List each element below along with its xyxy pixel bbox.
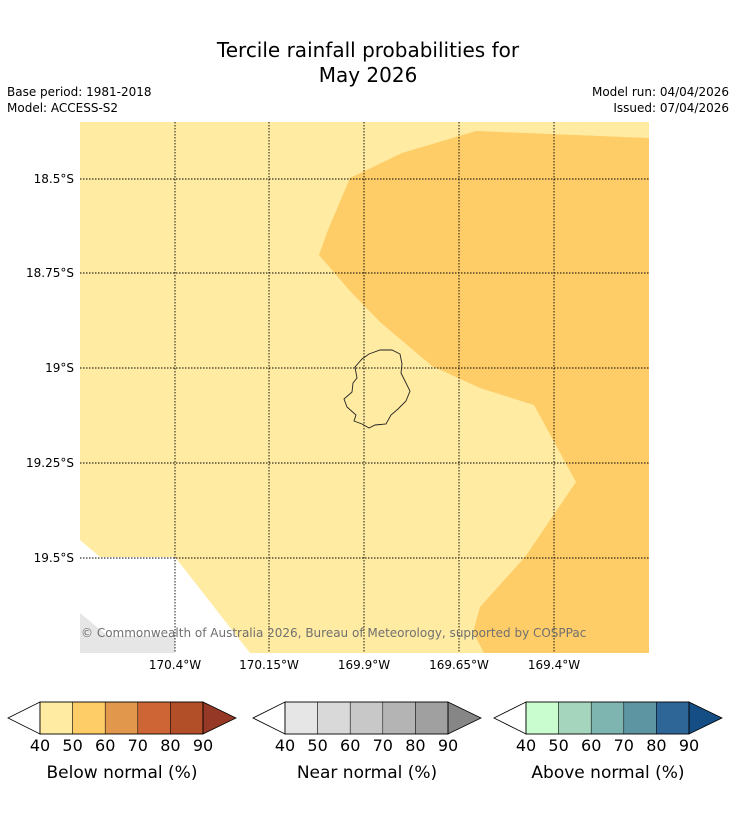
colorbar-tick-label: 40 [30,736,50,755]
colorbar-segment [317,701,351,735]
colorbar-tick-label: 40 [275,736,295,755]
colorbar-tick-label: 60 [95,736,115,755]
colorbar-extension-low [7,701,41,735]
colorbar-tick-label: 90 [193,736,213,755]
colorbar-label: Above normal (%) [531,763,684,783]
colorbar-segment [590,701,625,735]
colorbars: 40 50 60 70 80 90 Below normal (%) 40 50 60 70 80 90… [7,701,723,783]
lon-tick-label: 169.65°W [429,658,489,672]
colorbar-tick-label: 90 [438,736,458,755]
meta-left: Base period: 1981-2018 Model: ACCESS-S2 [7,84,152,116]
colorbar-outline [284,701,449,735]
colorbar-extension-high [447,701,482,735]
colorbar-tick-label: 80 [160,736,180,755]
colorbar-extension-high [688,701,723,735]
meta-right: Model run: 04/04/2026 Issued: 07/04/2026 [592,84,729,116]
colorbar-tick-label: 50 [62,736,82,755]
model-run: Model run: 04/04/2026 [591,85,729,99]
colorbar-extension-low [493,701,527,735]
colorbar-tick-label: 50 [548,736,568,755]
colorbar-segment [558,701,592,735]
colorbar-tick-label: 80 [405,736,425,755]
colorbar-tick-label: 70 [614,736,634,755]
colorbar-segment [72,701,106,735]
colorbar-segment [349,701,384,735]
colorbar-tick-label: 70 [128,736,148,755]
colorbar-extension-low [252,701,286,735]
colorbar-segment [170,701,204,735]
colorbar-label: Near normal (%) [297,763,437,783]
map-title: Tercile rainfall probabilities for May 2… [0,38,736,88]
colorbar-segment [39,701,73,735]
lat-tick-label: 18.5°S [34,172,74,186]
colorbar-tick-label: 80 [646,736,666,755]
lat-tick-label: 18.75°S [26,266,74,280]
colorbar-tick-label: 60 [581,736,601,755]
colorbar-segment [623,701,657,735]
colorbar-segment [525,701,559,735]
colorbar-segment [137,701,171,735]
issued-date: Issued: 07/04/2026 [613,101,729,115]
title-line-1: Tercile rainfall probabilities for [216,38,520,62]
lon-tick-label: 170.4°W [149,658,201,672]
colorbar-segment [656,701,690,735]
island-outline [343,349,411,429]
lon-tick-label: 169.9°W [338,658,390,672]
colorbar-label: Below normal (%) [47,763,198,783]
colorbar-extension-high [202,701,237,735]
colorbar-outline [39,701,204,735]
colorbar-segment [104,701,139,735]
colorbar-tick-label: 40 [516,736,536,755]
colorbar-outline [525,701,690,735]
colorbar-segment [284,701,318,735]
gridlines [80,122,649,653]
colorbar-segment [382,701,416,735]
colorbar-tick-label: 60 [340,736,360,755]
colorbar-tick-label: 50 [307,736,327,755]
colorbar-tick-label: 70 [373,736,393,755]
lat-tick-label: 19.5°S [34,551,74,565]
colorbar-tick-label: 90 [679,736,699,755]
colorbar-segment [415,701,449,735]
title-line-2: May 2026 [318,63,418,87]
base-period: Base period: 1981-2018 [7,85,152,99]
lon-tick-label: 170.15°W [239,658,299,672]
lat-tick-label: 19.25°S [26,456,74,470]
model-name: Model: ACCESS-S2 [7,101,119,115]
lat-tick-label: 19°S [45,361,74,375]
map-below-50-60-region [319,131,649,653]
copyright-text: © Commonwealth of Australia 2026, Bureau… [81,626,586,640]
map-grey-region [80,613,175,653]
lon-tick-label: 169.4°W [528,658,580,672]
map-white-region [80,540,250,653]
